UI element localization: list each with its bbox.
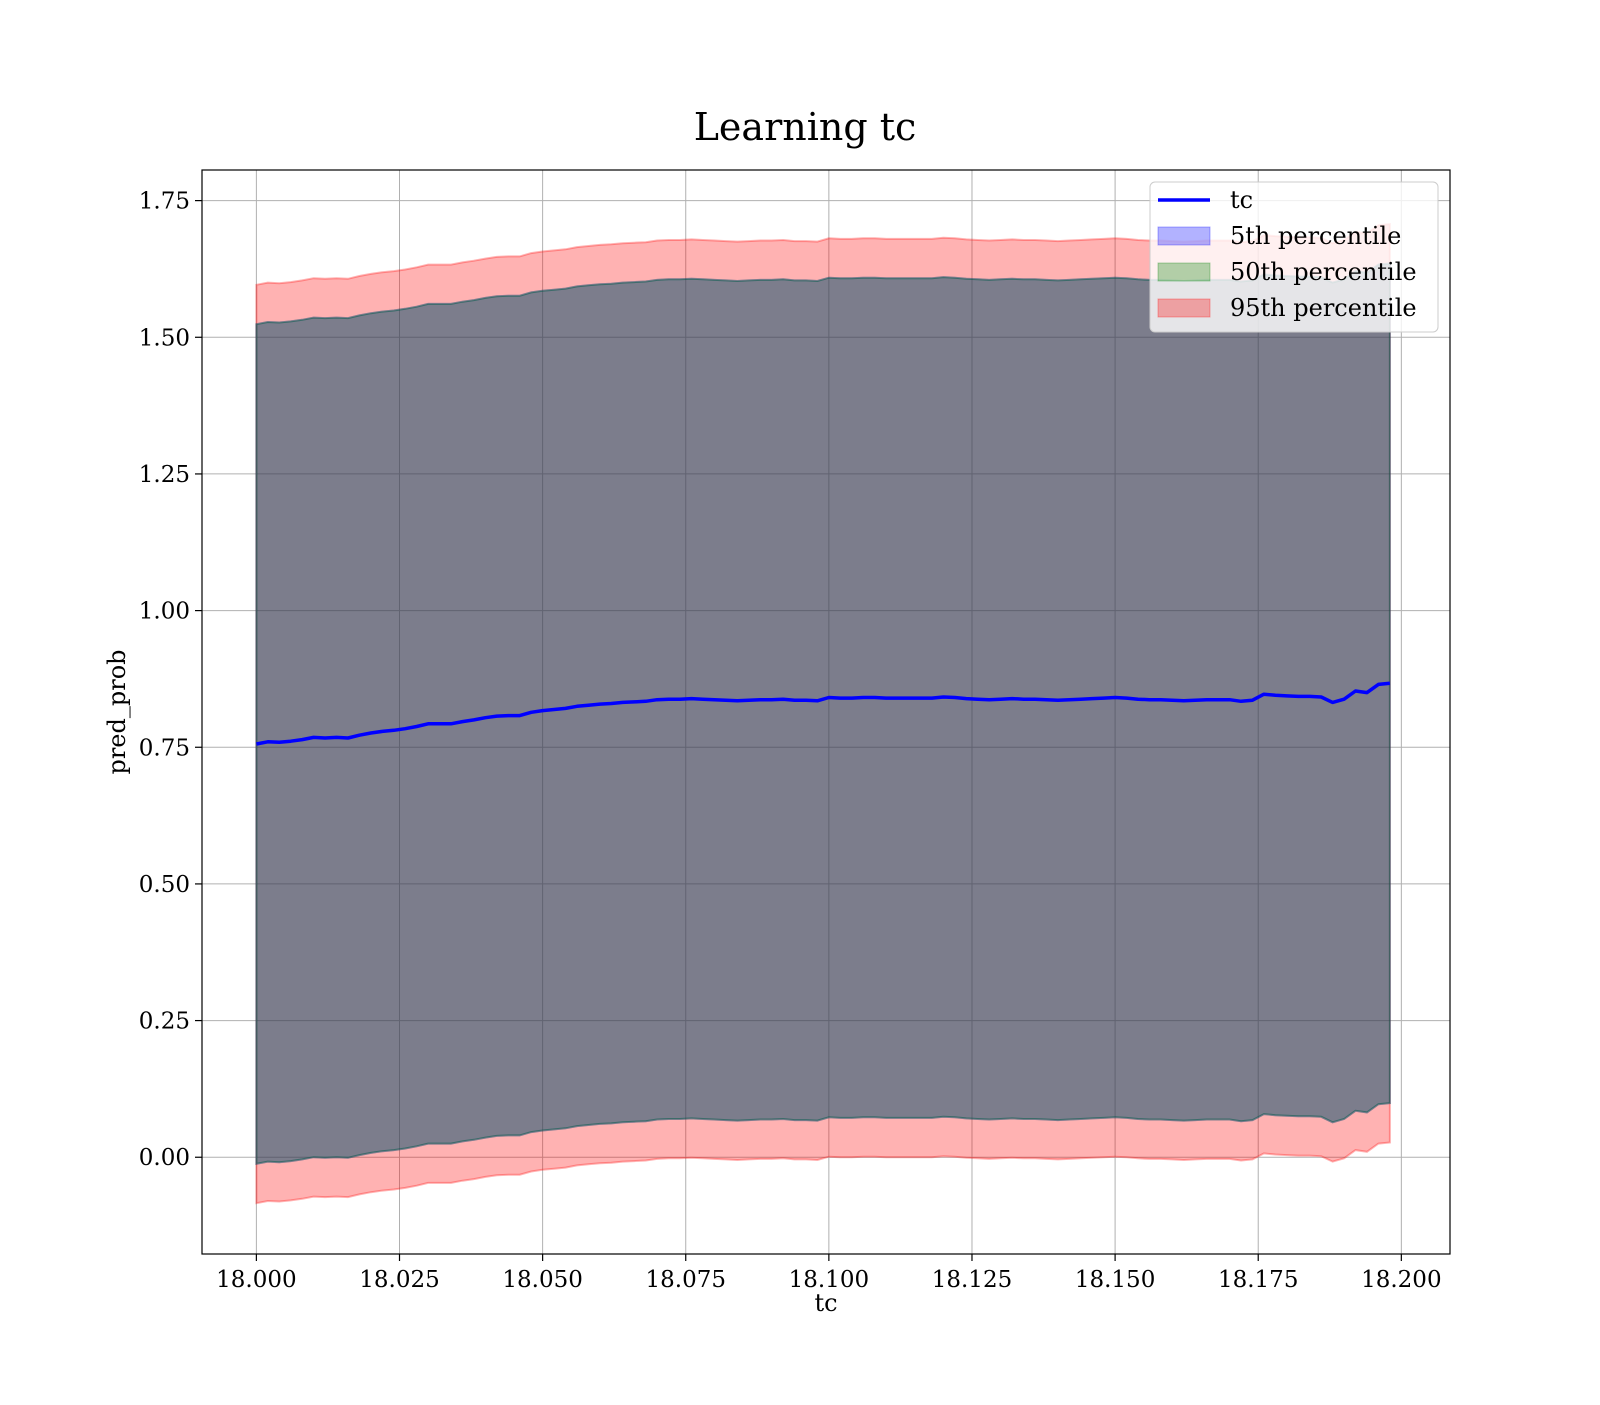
legend-box [1149,181,1439,333]
band-50th-percentile [255,262,1391,1166]
x-tick-label: 18.150 [1075,1267,1155,1293]
x-tick-label: 18.200 [1361,1267,1441,1293]
y-tick-label: 1.00 [139,599,190,625]
grid-lines [202,170,1450,1254]
y-tick-label: 0.75 [139,735,190,761]
band-95th-percentile [255,222,1391,1205]
x-tick-label: 18.025 [359,1267,439,1293]
y-tick-label: 1.25 [139,462,190,488]
x-tick-label: 18.175 [1218,1267,1298,1293]
legend-swatch-95th-percentile [1157,298,1211,318]
x-tick-label: 18.075 [646,1267,726,1293]
x-tick-label: 18.050 [502,1267,582,1293]
plot-frame [201,169,1451,1255]
legend-label-95th-percentile: 95th percentile [1230,294,1417,322]
x-axis-ticks: 18.000 18.025 18.050 18.075 18.100 18.125 18.1… [216,1254,1442,1293]
legend-label-50th-percentile: 50th percentile [1230,258,1417,286]
legend-label-5th-percentile: 5th percentile [1230,222,1401,250]
y-tick-label: 0.50 [139,872,190,898]
legend-swatch-50th-percentile [1157,262,1211,282]
x-tick-label: 18.125 [932,1267,1012,1293]
x-axis-label: tc [814,1289,837,1317]
percentile-bands [255,222,1391,1205]
band-5th-percentile [255,262,1391,1166]
y-tick-label: 0.25 [139,1009,190,1035]
y-tick-label: 1.75 [139,189,190,215]
y-axis-ticks: 0.00 0.25 0.50 0.75 1.00 1.25 1.50 1.75 [139,189,202,1171]
legend-label-tc: tc [1230,186,1253,214]
x-tick-label: 18.100 [789,1267,869,1293]
legend: tc 5th percentile 50th percentile 95th perc… [1149,181,1439,333]
tc-line-layer [256,681,1391,746]
legend-swatch-5th-percentile [1157,226,1211,246]
tc-line [256,681,1391,746]
y-tick-label: 1.50 [139,325,190,351]
y-axis-label: pred_prob [103,649,131,774]
x-tick-label: 18.000 [216,1267,296,1293]
y-tick-label: 0.00 [139,1145,190,1171]
chart-title: Learning tc [694,105,917,149]
